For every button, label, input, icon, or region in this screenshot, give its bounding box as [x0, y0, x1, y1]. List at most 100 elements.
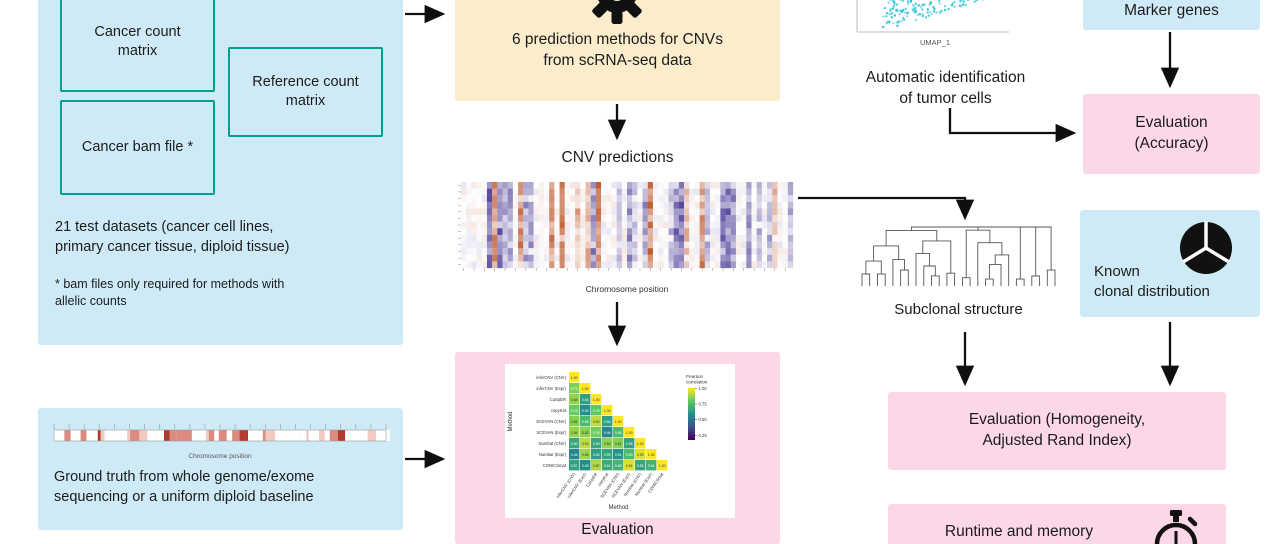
subclonal-structure-label: Subclonal structure [894, 301, 1023, 318]
svg-text:0.90: 0.90 [582, 442, 589, 446]
svg-text:0.46: 0.46 [604, 431, 611, 435]
dendrogram-figure [861, 226, 1056, 286]
svg-text:0.51: 0.51 [615, 453, 622, 457]
svg-text:0.65: 0.65 [615, 464, 622, 468]
evaluation-clustering-box: Evaluation (Homogeneity, Adjusted Rand I… [888, 392, 1226, 470]
cancer-count-matrix-label: Cancer count matrix [94, 24, 181, 59]
svg-text:0.60: 0.60 [571, 442, 578, 446]
svg-text:copyKat: copyKat [551, 408, 567, 413]
input-data-panel: Cancer count matrix Reference count matr… [38, 0, 403, 345]
ideogram-xlabel: Chromosome position [188, 453, 252, 460]
svg-text:0.87: 0.87 [593, 464, 600, 468]
chromosome-ideogram-figure: Chromosome position [53, 424, 390, 460]
evaluation-accuracy-label: Evaluation (Accuracy) [1134, 114, 1209, 152]
marker-genes-label: Marker genes [1124, 2, 1219, 20]
svg-text:1.00: 1.00 [571, 376, 578, 380]
svg-text:1.00: 1.00 [615, 420, 622, 424]
svg-text:CaSpER: CaSpER [550, 397, 566, 402]
svg-text:0.75: 0.75 [593, 409, 600, 413]
datasets-note: 21 test datasets (cancer cell lines, pri… [55, 219, 290, 255]
svg-text:0.46: 0.46 [571, 453, 578, 457]
svg-text:1.00: 1.00 [582, 387, 589, 391]
svg-text:0.81: 0.81 [571, 420, 578, 424]
svg-text:0.50: 0.50 [699, 417, 708, 422]
svg-text:0.78: 0.78 [593, 431, 600, 435]
svg-text:0.82: 0.82 [582, 431, 589, 435]
svg-text:0.68: 0.68 [615, 431, 622, 435]
tumor-identification-label: Automatic identification of tumor cells [865, 69, 1026, 107]
svg-text:0.58: 0.58 [626, 442, 633, 446]
svg-text:0.61: 0.61 [604, 464, 611, 468]
svg-text:0.75: 0.75 [699, 402, 708, 407]
cnv-heatmap-figure: Chromosome position [458, 182, 794, 294]
svg-text:0.69: 0.69 [626, 453, 633, 457]
arrow-tumorid-to-accuracy [948, 108, 1077, 143]
svg-text:0.68: 0.68 [582, 420, 589, 424]
runtime-box: Runtime and memory [888, 504, 1226, 544]
marker-genes-box: Marker genes [1083, 0, 1260, 30]
svg-text:0.25: 0.25 [699, 433, 708, 438]
svg-text:0.94: 0.94 [626, 464, 633, 468]
cancer-bam-file-label: Cancer bam file * [81, 139, 194, 156]
svg-text:0.57: 0.57 [571, 464, 578, 468]
svg-text:SCEVAN (CNV): SCEVAN (CNV) [536, 419, 566, 424]
cancer-bam-file-box: Cancer bam file * [60, 100, 215, 195]
svg-text:Numbat (CNV): Numbat (CNV) [539, 441, 567, 446]
stopwatch-icon [1154, 510, 1198, 544]
ground-truth-box: Chromosome position Ground truth from wh… [38, 408, 403, 530]
svg-text:inferCNV (CNV): inferCNV (CNV) [536, 375, 566, 380]
svg-text:Method: Method [508, 411, 514, 431]
svg-text:0.59: 0.59 [637, 464, 644, 468]
svg-text:Numbat (Expr): Numbat (Expr) [539, 452, 567, 457]
gear-icon [592, 0, 642, 24]
svg-text:0.76: 0.76 [571, 409, 578, 413]
svg-text:0.85: 0.85 [582, 453, 589, 457]
evaluation-clustering-label: Evaluation (Homogeneity, Adjusted Rand I… [968, 411, 1146, 449]
svg-text:0.90: 0.90 [593, 420, 600, 424]
svg-text:1.00: 1.00 [659, 464, 666, 468]
known-clonal-box: Known clonal distribution [1080, 210, 1260, 317]
svg-text:0.56: 0.56 [604, 420, 611, 424]
known-clonal-label: Known clonal distribution [1094, 263, 1210, 301]
svg-text:0.59: 0.59 [593, 442, 600, 446]
svg-text:0.49: 0.49 [582, 409, 589, 413]
svg-text:Method: Method [608, 505, 628, 511]
svg-text:0.84: 0.84 [571, 398, 578, 402]
svg-text:1.00: 1.00 [593, 398, 600, 402]
svg-text:0.79: 0.79 [571, 387, 578, 391]
svg-text:0.59: 0.59 [604, 453, 611, 457]
pie-chart-icon [1180, 221, 1232, 274]
svg-text:1.00: 1.00 [604, 409, 611, 413]
pairwise-evaluation-label: Evaluation [581, 521, 654, 538]
svg-text:inferCNV (Expr): inferCNV (Expr) [536, 386, 566, 391]
svg-text:0.84: 0.84 [571, 431, 578, 435]
svg-text:0.64: 0.64 [648, 464, 655, 468]
svg-text:1.00: 1.00 [637, 442, 644, 446]
svg-text:0.83: 0.83 [604, 442, 611, 446]
svg-text:1.00: 1.00 [648, 453, 655, 457]
svg-text:correlation: correlation [686, 380, 708, 385]
svg-text:1.00: 1.00 [626, 431, 633, 435]
svg-text:0.56: 0.56 [582, 398, 589, 402]
cancer-count-matrix-box: Cancer count matrix [60, 0, 215, 92]
umap-xlabel: UMAP_1 [920, 38, 950, 47]
svg-text:SCEVAN (Expr): SCEVAN (Expr) [537, 430, 567, 435]
evaluation-accuracy-box: Evaluation (Accuracy) [1083, 94, 1260, 174]
svg-text:Pearson: Pearson [686, 374, 704, 379]
runtime-label: Runtime and memory [944, 523, 1094, 540]
prediction-methods-label: 6 prediction methods for CNVs from scRNA… [511, 31, 724, 69]
ground-truth-label: Ground truth from whole genome/exome seq… [54, 469, 315, 505]
svg-text:0.95: 0.95 [637, 453, 644, 457]
cnv-predictions-label: CNV predictions [561, 149, 674, 166]
umap-figure: UMAP_1 [856, 0, 1009, 47]
svg-text:CONICSmat: CONICSmat [543, 463, 567, 468]
bam-files-note: * bam files only required for methods wi… [55, 277, 285, 308]
svg-text:1.00: 1.00 [699, 386, 708, 391]
svg-text:0.55: 0.55 [593, 453, 600, 457]
reference-count-matrix-label: Reference count matrix [252, 74, 359, 109]
cnv-heatmap-xlabel: Chromosome position [586, 284, 669, 294]
reference-count-matrix-box: Reference count matrix [228, 47, 383, 137]
svg-text:0.49: 0.49 [582, 464, 589, 468]
